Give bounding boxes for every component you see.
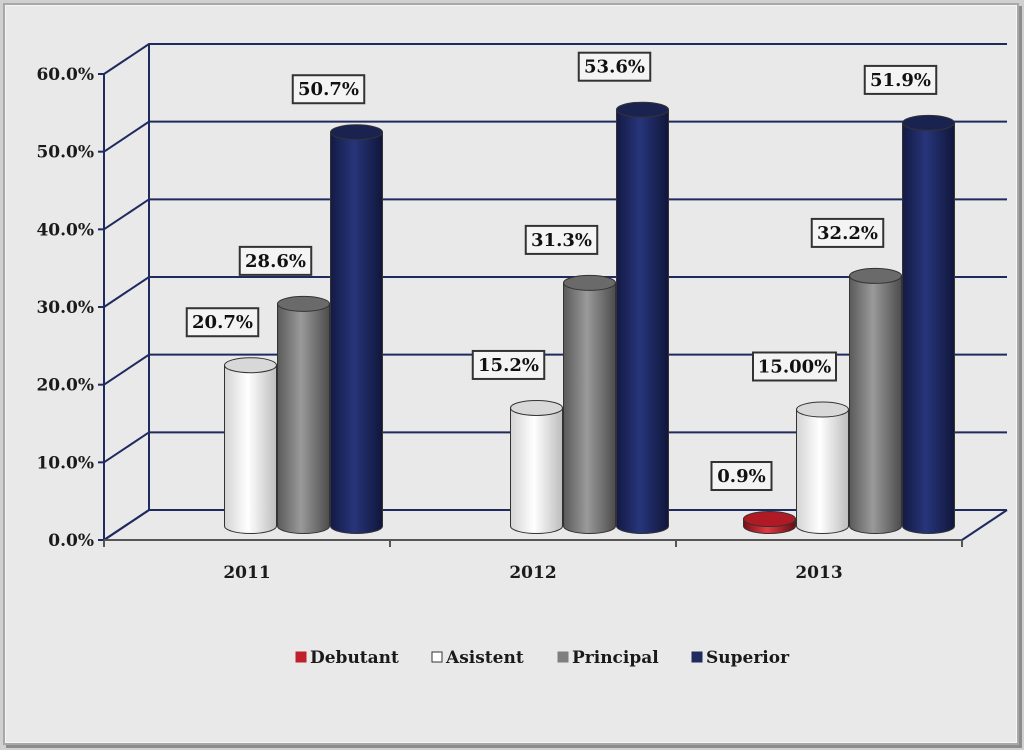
data-label-box — [863, 64, 938, 95]
data-label-asistent-2013: 15.00% — [752, 351, 837, 382]
legend-item-asistent: Asistent — [431, 648, 524, 668]
bar-body — [563, 282, 616, 534]
data-label-box — [291, 74, 366, 105]
data-label-superior-2013: 51.9% — [863, 64, 938, 95]
bar-top — [224, 357, 277, 374]
floor-depth-right — [961, 509, 1008, 541]
legend-swatch — [431, 651, 443, 663]
x-tick-label: 2013 — [795, 563, 842, 583]
bar-principal-2011 — [277, 295, 330, 534]
y-tick-label: 60.0% — [36, 65, 94, 85]
legend: Debutant Asistent Principal Superior — [295, 648, 790, 668]
x-tick-label: 2011 — [223, 563, 270, 583]
y-tick-label: 30.0% — [36, 298, 94, 318]
data-label-box — [471, 349, 546, 380]
data-label-box — [524, 224, 599, 255]
bar-body — [796, 409, 849, 534]
data-label-text: 28.6% — [245, 251, 306, 272]
data-label-superior-2012: 53.6% — [577, 51, 652, 82]
data-label-text: 53.6% — [584, 57, 645, 78]
gridline — [103, 353, 1007, 386]
bar-top — [510, 399, 563, 416]
bar-top — [796, 401, 849, 418]
data-label-box — [752, 351, 837, 382]
data-label-principal-2012: 31.3% — [524, 224, 599, 255]
gridline — [103, 43, 1007, 75]
y-tick-label: 10.0% — [36, 453, 94, 473]
bar-top — [277, 295, 330, 312]
bar-superior-2012 — [616, 101, 669, 534]
data-label-principal-2011: 28.6% — [238, 245, 313, 276]
legend-label: Asistent — [445, 648, 524, 668]
bar-body — [224, 364, 277, 534]
y-tick-label: 50.0% — [36, 143, 94, 163]
bar-superior-2011 — [330, 124, 383, 534]
data-label-box — [710, 461, 773, 492]
legend-swatch — [691, 651, 703, 663]
data-label-box — [238, 245, 313, 276]
bar-top — [563, 274, 616, 291]
gridline — [103, 198, 1007, 231]
bar-asistent-2013 — [796, 401, 849, 534]
data-label-text: 32.2% — [817, 223, 878, 244]
gridline — [103, 120, 1007, 153]
data-label-principal-2013: 32.2% — [810, 217, 885, 248]
data-label-superior-2011: 50.7% — [291, 74, 366, 105]
x-axis: 2011 2012 2013 — [103, 539, 963, 583]
data-label-asistent-2012: 15.2% — [471, 349, 546, 380]
bar-top — [902, 114, 955, 131]
legend-swatch — [295, 651, 307, 663]
bar-asistent-2012 — [510, 399, 563, 534]
data-label-text: 0.9% — [717, 466, 765, 487]
bar-top — [743, 511, 796, 528]
gridline — [103, 431, 1007, 464]
bar-debutant-2013 — [743, 511, 796, 534]
bar-body — [510, 407, 563, 534]
legend-label: Principal — [572, 648, 659, 668]
data-label-text: 15.00% — [758, 357, 831, 378]
bar-superior-2013 — [902, 114, 955, 534]
data-label-text: 50.7% — [298, 79, 359, 100]
data-label-text: 31.3% — [531, 230, 592, 251]
legend-item-superior: Superior — [691, 648, 790, 668]
bars — [224, 101, 955, 534]
gridline — [103, 276, 1007, 308]
legend-swatch — [557, 651, 569, 663]
bar-body — [330, 131, 383, 534]
bar-principal-2013 — [849, 267, 902, 534]
chart-walls — [103, 43, 1008, 541]
data-label-box — [185, 307, 260, 338]
bar-body — [902, 122, 955, 534]
data-label-text: 20.7% — [192, 312, 253, 333]
legend-item-principal: Principal — [557, 648, 659, 668]
y-axis: 0.0% 10.0% 20.0% 30.0% 40.0% 50.0% 60.0% — [36, 65, 105, 551]
bar-asistent-2011 — [224, 357, 277, 534]
data-label-box — [810, 217, 885, 248]
bar-principal-2012 — [563, 274, 616, 534]
gridline — [103, 509, 1007, 541]
bar-body — [277, 303, 330, 534]
x-tick-label: 2012 — [509, 563, 556, 583]
bar-top — [330, 124, 383, 141]
data-label-box — [577, 51, 652, 82]
bar-body — [849, 275, 902, 534]
bar-top — [616, 101, 669, 118]
legend-label: Superior — [706, 648, 790, 668]
y-tick-label: 0.0% — [48, 531, 94, 551]
legend-item-debutant: Debutant — [295, 648, 399, 668]
y-tick-label: 20.0% — [36, 376, 94, 396]
bar-top — [849, 267, 902, 284]
data-label-debutant-2013: 0.9% — [710, 461, 773, 492]
data-label-text: 51.9% — [870, 70, 931, 91]
y-tick-label: 40.0% — [36, 220, 94, 240]
data-label-asistent-2011: 20.7% — [185, 307, 260, 338]
data-label-text: 15.2% — [478, 355, 539, 376]
data-labels: 20.7% 28.6% 50.7% 15.2% 31.3% 53.6% 0.9% 15.00%… — [185, 51, 938, 492]
legend-label: Debutant — [310, 648, 399, 668]
bar-body — [616, 109, 669, 534]
